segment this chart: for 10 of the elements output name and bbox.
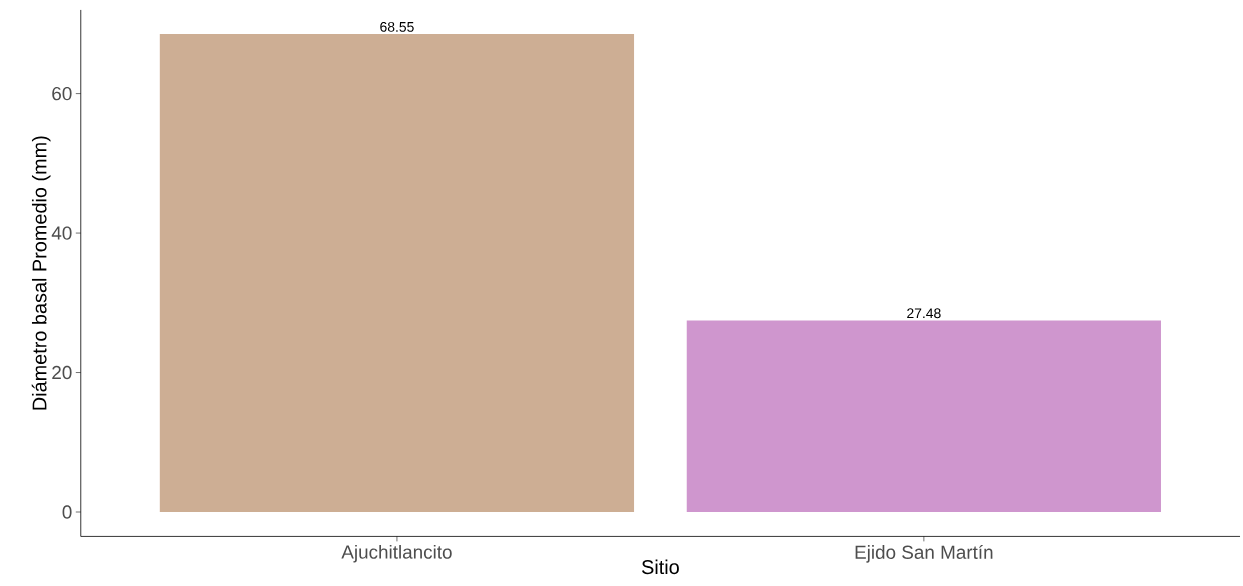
y-axis-title: Diámetro basal Promedio (mm) [31, 136, 51, 410]
x-tick-label: Ajuchitlancito [341, 544, 452, 563]
y-tick-label: 60 [52, 86, 72, 101]
y-tick-label: 20 [52, 365, 72, 380]
data-label: 27.48 [907, 308, 941, 319]
x-axis-title: Sitio [641, 559, 679, 575]
x-tick-label: Ejido San Martín [855, 544, 993, 563]
y-tick-label: 0 [62, 505, 72, 519]
data-label: 68.55 [380, 21, 414, 32]
y-tick-label: 40 [51, 226, 72, 240]
